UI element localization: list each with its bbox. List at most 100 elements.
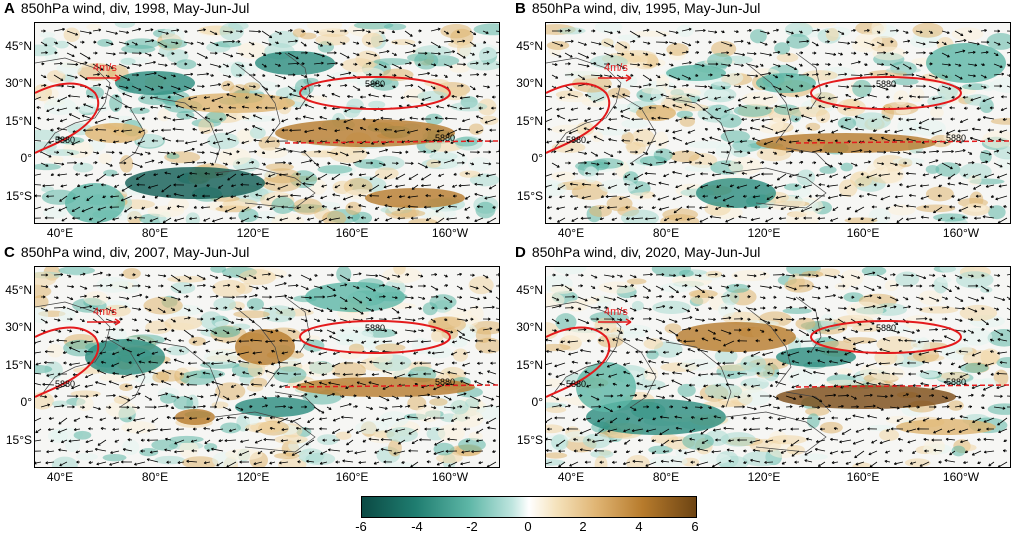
wind-vector bbox=[463, 351, 471, 355]
wind-vector-head bbox=[398, 441, 401, 445]
wind-vector bbox=[817, 139, 826, 142]
wind-vector-head bbox=[459, 405, 463, 409]
wind-vector-head bbox=[257, 371, 261, 375]
wind-vector bbox=[831, 129, 839, 134]
wind-vector-head bbox=[358, 460, 362, 465]
wind-vector bbox=[378, 63, 387, 68]
wind-vector-head bbox=[662, 104, 666, 108]
wind-vector-head bbox=[937, 218, 941, 222]
wind-vector bbox=[48, 428, 55, 431]
wind-vector bbox=[177, 461, 185, 464]
wind-vector-head bbox=[332, 438, 336, 442]
wind-vector-head bbox=[761, 118, 765, 122]
wind-vector bbox=[391, 317, 401, 320]
divergence-shade bbox=[631, 30, 671, 37]
wind-vector bbox=[906, 205, 917, 208]
wind-vector bbox=[980, 151, 992, 155]
wind-vector-head bbox=[919, 63, 923, 67]
wind-vector bbox=[789, 107, 800, 111]
wind-vector-head bbox=[789, 161, 793, 165]
wind-vector bbox=[170, 41, 179, 44]
wind-vector-head bbox=[71, 209, 75, 212]
wind-vector bbox=[209, 274, 219, 279]
wind-vector-head bbox=[256, 182, 259, 186]
wind-vector-head bbox=[922, 42, 926, 46]
divergence-shade bbox=[159, 393, 177, 404]
wind-vector-head bbox=[346, 442, 350, 446]
wind-vector bbox=[657, 195, 670, 201]
wind-vector-head bbox=[701, 116, 705, 120]
wind-vector-head bbox=[268, 174, 271, 178]
wind-vector-head bbox=[153, 71, 157, 75]
wind-vector bbox=[48, 96, 55, 99]
wind-vector bbox=[941, 151, 954, 153]
wind-vector-head bbox=[185, 295, 189, 299]
wind-vector-head bbox=[726, 51, 729, 55]
wind-vector-head bbox=[72, 85, 75, 89]
wind-vector-head bbox=[369, 177, 373, 181]
wind-vector bbox=[659, 206, 670, 211]
wind-vector bbox=[980, 161, 988, 164]
divergence-shade bbox=[54, 40, 69, 49]
divergence-shade bbox=[656, 74, 669, 91]
wind-vector-head bbox=[361, 150, 365, 154]
wind-vector-head bbox=[254, 150, 257, 154]
divergence-shade bbox=[182, 456, 219, 467]
wind-vector-head bbox=[211, 380, 215, 384]
divergence-shade bbox=[86, 23, 102, 31]
wind-vector-head bbox=[775, 131, 778, 135]
wind-vector-head bbox=[290, 193, 293, 197]
wind-vector bbox=[170, 29, 180, 32]
reference-vector-label: 4m/s bbox=[93, 306, 117, 318]
divergence-shade bbox=[741, 91, 778, 107]
wind-vector-head bbox=[94, 51, 98, 55]
wind-vector-head bbox=[816, 173, 819, 177]
wind-vector-head bbox=[427, 393, 431, 397]
wind-vector-head bbox=[438, 45, 441, 48]
wind-vector bbox=[443, 406, 456, 409]
wind-vector bbox=[469, 85, 476, 91]
wind-vector-head bbox=[972, 50, 976, 54]
wind-vector bbox=[585, 172, 592, 175]
wind-vector-head bbox=[760, 63, 764, 67]
wind-vector-head bbox=[464, 416, 468, 420]
wind-vector-head bbox=[59, 198, 63, 202]
wind-vector-head bbox=[898, 117, 901, 121]
wind-vector bbox=[546, 173, 553, 177]
wind-vector bbox=[378, 50, 390, 54]
wind-vector bbox=[53, 62, 63, 65]
wind-vector-head bbox=[384, 176, 388, 180]
wind-vector-head bbox=[121, 375, 124, 379]
wind-vector-head bbox=[406, 415, 410, 419]
contour-label: 5880 bbox=[55, 379, 75, 389]
wind-vector-head bbox=[586, 55, 590, 59]
wind-vector bbox=[446, 217, 458, 220]
panel-title-text: 850hPa wind, div, 1998, May-Jun-Jul bbox=[20, 0, 250, 16]
wind-vector-head bbox=[203, 218, 207, 222]
wind-vector-head bbox=[362, 439, 366, 443]
wind-vector bbox=[373, 340, 380, 344]
wind-vector-head bbox=[48, 340, 52, 344]
wind-vector-head bbox=[607, 62, 611, 66]
wind-vector-head bbox=[302, 115, 306, 119]
wind-vector-head bbox=[452, 406, 456, 410]
wind-vector-head bbox=[359, 300, 363, 304]
wind-vector-head bbox=[451, 427, 455, 431]
wind-vector-head bbox=[723, 129, 726, 133]
wind-vector-head bbox=[108, 405, 112, 409]
wind-vector bbox=[672, 104, 683, 109]
wind-vector-head bbox=[923, 150, 926, 154]
wind-vector-head bbox=[722, 86, 726, 90]
wind-vector-head bbox=[663, 160, 667, 164]
wind-vector-head bbox=[658, 142, 662, 146]
wind-vector-head bbox=[595, 172, 599, 176]
wind-vector bbox=[559, 129, 566, 132]
panel-letter: D bbox=[515, 244, 526, 261]
wind-vector bbox=[845, 94, 852, 98]
wind-vector-head bbox=[97, 207, 101, 211]
wind-vector bbox=[321, 339, 328, 342]
wind-vector bbox=[433, 384, 445, 390]
wind-vector bbox=[66, 30, 78, 36]
wind-vector-head bbox=[47, 96, 51, 100]
wind-vector-head bbox=[75, 32, 79, 36]
